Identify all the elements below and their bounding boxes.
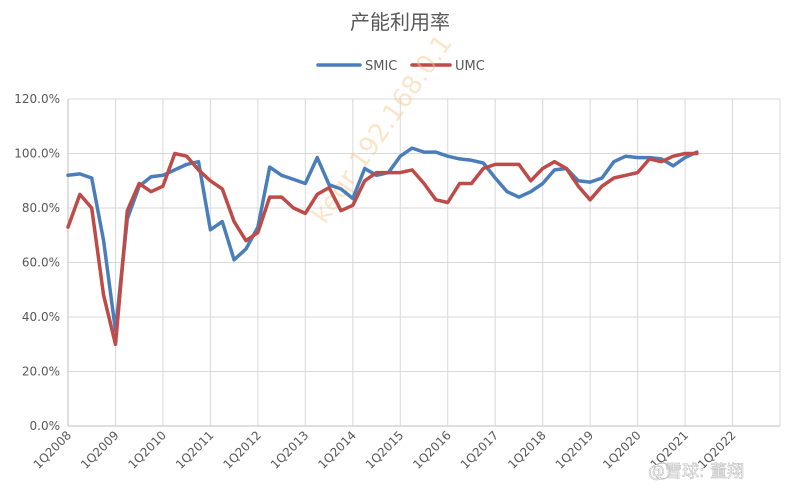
x-tick-label: 1Q2014 <box>315 428 359 472</box>
x-tick-label: 1Q2018 <box>505 428 549 472</box>
x-tick-label: 1Q2013 <box>268 428 312 472</box>
x-tick-label: 1Q2012 <box>220 428 264 472</box>
gridlines <box>67 98 781 427</box>
x-tick-label: 1Q2016 <box>410 428 454 472</box>
y-tick-label: 60.0% <box>22 256 60 270</box>
legend: SMIC UMC <box>316 59 485 74</box>
x-tick-label: 1Q2019 <box>553 428 597 472</box>
y-tick-label: 40.0% <box>22 310 60 324</box>
x-axis-ticks: 1Q2008 1Q2009 1Q2010 1Q2011 1Q2012 1Q2013 1Q20… <box>31 428 739 472</box>
y-tick-label: 20.0% <box>22 365 60 379</box>
y-tick-label: 120.0% <box>14 92 60 106</box>
legend-label-umc: UMC <box>455 59 485 74</box>
y-tick-label: 80.0% <box>22 201 60 215</box>
y-axis-ticks: 0.0% 20.0% 40.0% 60.0% 80.0% 100.0% 120.0% <box>14 92 60 433</box>
brand-label: @雪球: 董翔 <box>648 462 744 482</box>
chart-title: 产能利用率 <box>350 10 450 34</box>
x-tick-label: 1Q2017 <box>458 428 502 472</box>
series-line-umc <box>66 151 699 347</box>
y-tick-label: 100.0% <box>14 147 60 161</box>
x-tick-label: 1Q2020 <box>600 428 644 472</box>
x-tick-label: 1Q2015 <box>363 428 407 472</box>
x-tick-label: 1Q2008 <box>31 428 75 472</box>
x-tick-label: 1Q2010 <box>125 428 169 472</box>
brand-badge: @雪球: 董翔 <box>648 462 745 483</box>
series-layer <box>66 146 699 347</box>
series-line-smic <box>66 146 699 333</box>
x-tick-label: 1Q2009 <box>78 428 122 472</box>
legend-label-smic: SMIC <box>365 59 397 74</box>
y-tick-label: 0.0% <box>30 419 61 433</box>
x-tick-label: 1Q2011 <box>173 428 217 472</box>
snowball-logo-icon <box>653 462 671 480</box>
